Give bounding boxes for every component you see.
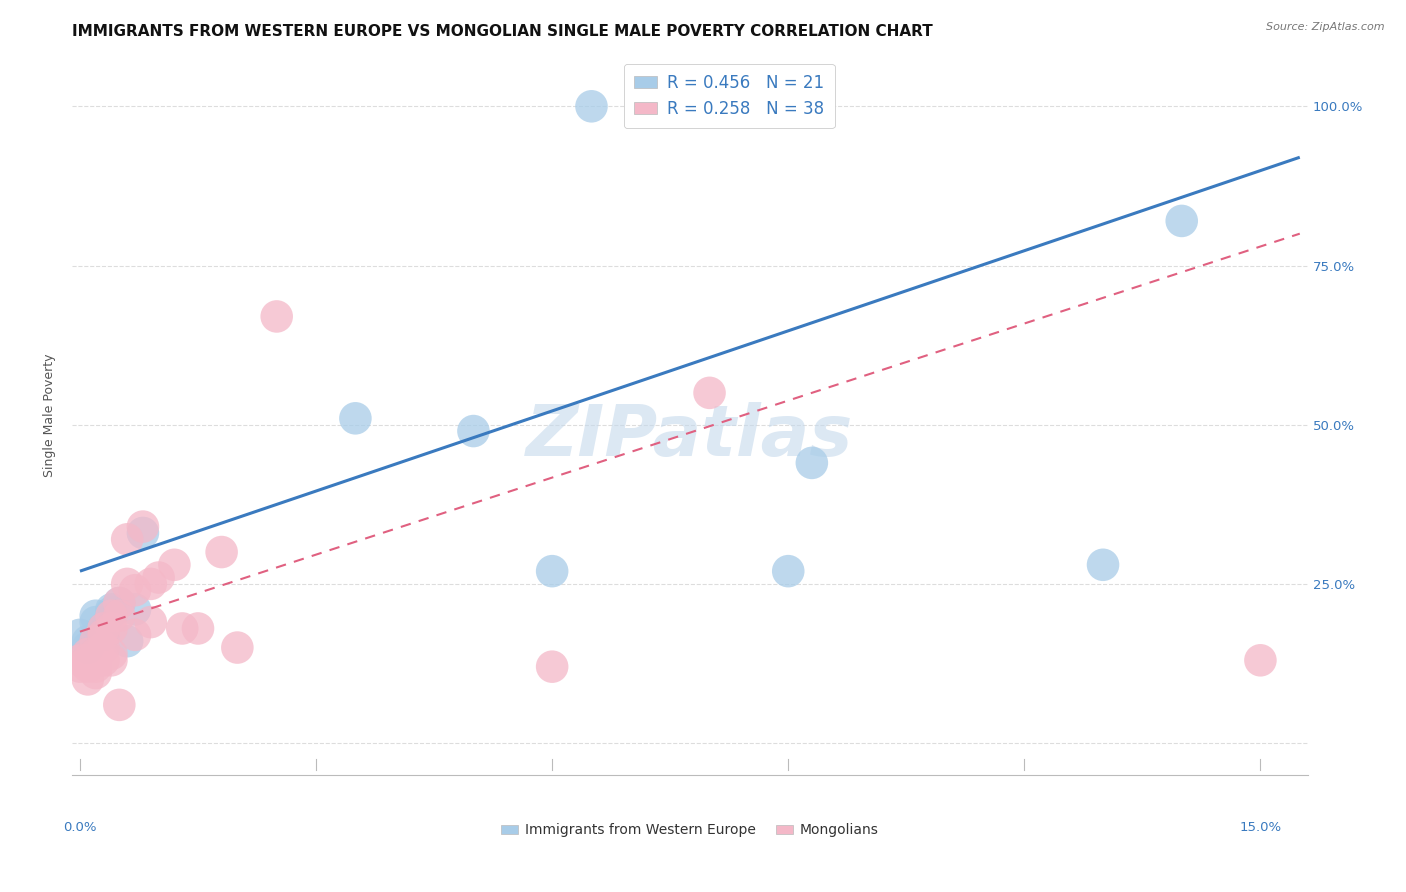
Point [800, 456, 823, 470]
Text: 15.0%: 15.0% [1239, 821, 1281, 834]
Point [108, 596, 131, 610]
Point [115, 634, 138, 648]
Legend: Immigrants from Western Europe, Mongolians: Immigrants from Western Europe, Mongolia… [495, 818, 884, 843]
Point [69, 628, 91, 642]
Point [699, 385, 721, 400]
Point [84, 608, 107, 623]
Point [76, 653, 98, 667]
Point [211, 545, 233, 559]
Y-axis label: Single Male Poverty: Single Male Poverty [44, 353, 56, 477]
Text: ZIPatlas: ZIPatlas [526, 402, 853, 471]
Point [84, 634, 107, 648]
Point [100, 647, 122, 661]
Point [163, 558, 186, 572]
Point [541, 659, 564, 673]
Point [93, 628, 115, 642]
Point [172, 622, 194, 636]
Point [84, 666, 107, 681]
Point [93, 622, 115, 636]
Point [100, 606, 122, 620]
Point [108, 698, 131, 712]
Point [1249, 653, 1271, 667]
Point [100, 653, 122, 667]
Text: IMMIGRANTS FROM WESTERN EUROPE VS MONGOLIAN SINGLE MALE POVERTY CORRELATION CHAR: IMMIGRANTS FROM WESTERN EUROPE VS MONGOL… [72, 24, 932, 39]
Point [139, 615, 162, 629]
Point [76, 673, 98, 687]
Point [541, 564, 564, 578]
Point [115, 577, 138, 591]
Point [100, 602, 122, 616]
Point [84, 659, 107, 673]
Point [108, 608, 131, 623]
Point [226, 640, 249, 655]
Point [124, 583, 146, 598]
Point [93, 628, 115, 642]
Point [115, 533, 138, 547]
Point [1092, 558, 1115, 572]
Point [93, 640, 115, 655]
Point [778, 564, 800, 578]
Point [69, 653, 91, 667]
Point [93, 622, 115, 636]
Point [581, 99, 603, 113]
Text: Source: ZipAtlas.com: Source: ZipAtlas.com [1267, 22, 1385, 32]
Point [463, 424, 485, 438]
Point [187, 622, 209, 636]
Point [148, 570, 170, 584]
Point [76, 634, 98, 648]
Point [76, 647, 98, 661]
Text: 0.0%: 0.0% [63, 821, 97, 834]
Point [76, 640, 98, 655]
Point [100, 608, 122, 623]
Point [93, 653, 115, 667]
Point [84, 615, 107, 629]
Point [69, 659, 91, 673]
Point [266, 310, 288, 324]
Point [76, 659, 98, 673]
Point [124, 628, 146, 642]
Point [108, 596, 131, 610]
Point [124, 602, 146, 616]
Point [132, 519, 155, 533]
Point [139, 577, 162, 591]
Point [1170, 214, 1192, 228]
Point [100, 622, 122, 636]
Point [344, 411, 367, 425]
Point [132, 525, 155, 540]
Point [84, 647, 107, 661]
